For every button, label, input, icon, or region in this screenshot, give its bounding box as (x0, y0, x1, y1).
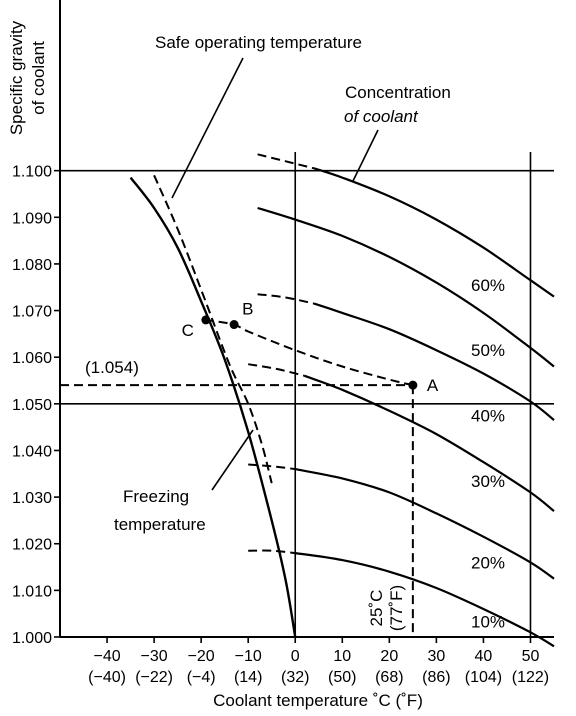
x-tick-label-fahrenheit: (86) (422, 669, 450, 686)
y-tick-label: 1.070 (12, 304, 52, 321)
temp-77f-annotation: (77˚F) (387, 585, 406, 631)
concentration-curve (313, 302, 555, 421)
concentration-label: 20% (471, 553, 505, 572)
x-tick-label-fahrenheit: (−22) (135, 669, 173, 686)
y-tick-label: 1.010 (12, 583, 52, 600)
chart-marks (60, 315, 418, 637)
y-tick-label: 1.080 (12, 257, 52, 274)
freezing-temperature-curve (129, 176, 297, 638)
concentration-curve-dashed (257, 153, 315, 170)
x-tick-label-fahrenheit: (50) (328, 669, 356, 686)
y-tick-label: 1.100 (12, 164, 52, 181)
concentration-curve (304, 374, 555, 512)
y-tick-label: 1.000 (12, 630, 52, 647)
concentration-label: 40% (471, 406, 505, 425)
x-tick-label-celsius: 50 (522, 648, 540, 665)
freezing-leader (211, 429, 254, 491)
x-tick-label-fahrenheit: (104) (465, 669, 502, 686)
point-a (408, 380, 418, 390)
y-tick-label: 1.020 (12, 537, 52, 554)
concentration-curve-dashed (257, 293, 315, 305)
safe-temperature-leader (171, 57, 244, 199)
safe-temperature-annotation: Safe operating temperature (155, 33, 362, 52)
concentration-label: 10% (471, 613, 505, 632)
y-tick-label: 1.060 (12, 350, 52, 367)
concentration-label: 60% (471, 276, 505, 295)
x-tick-label-celsius: 10 (333, 648, 351, 665)
concentration-curve-dashed (248, 363, 305, 377)
concentration-curve-dashed (248, 549, 296, 555)
concentration-label: 30% (471, 472, 505, 491)
x-tick-label-fahrenheit: (32) (281, 669, 309, 686)
y-tick-label: 1.050 (12, 397, 52, 414)
x-tick-label-fahrenheit: (68) (375, 669, 403, 686)
point-c (201, 315, 211, 325)
concentration-curve-dashed (248, 463, 296, 471)
x-tick-label-fahrenheit: (14) (234, 669, 262, 686)
x-tick-label-fahrenheit: (−4) (187, 669, 216, 686)
concentration-curve (257, 206, 555, 368)
concentration-curve (294, 468, 555, 580)
concentration-label: 50% (471, 341, 505, 360)
point-label-b: B (242, 300, 253, 319)
chart-labels: Coolant temperature ˚C (˚F) Specific grav… (7, 20, 505, 710)
value-1054-annotation: (1.054) (85, 358, 139, 377)
chart-axes: 1.100 1.090 1.080 1.070 1.060 1.050 1.040 1.030… (12, 0, 554, 686)
x-tick-label-celsius: 0 (291, 648, 300, 665)
concentration-leader (352, 129, 379, 182)
x-tick-label-celsius: 20 (380, 648, 398, 665)
safe-operating-temperature-curve (153, 174, 273, 484)
x-tick-label-fahrenheit: (−40) (88, 669, 126, 686)
x-tick-label-celsius: 40 (475, 648, 493, 665)
concentration-curve (295, 552, 555, 648)
x-tick-label-celsius: 30 (427, 648, 445, 665)
point-b (229, 320, 239, 330)
point-label-c: C (182, 321, 194, 340)
y-axis-title-line1: Specific gravity (7, 20, 26, 135)
x-axis-title: Coolant temperature ˚C (˚F) (213, 691, 423, 710)
path-a-to-c (205, 318, 414, 387)
concentration-annotation-line1: Concentration (345, 83, 451, 102)
y-tick-label: 1.040 (12, 443, 52, 460)
chart-curves (129, 153, 555, 648)
x-tick-label-celsius: −40 (93, 648, 120, 665)
temp-25c-annotation: 25˚C (367, 590, 386, 627)
x-tick-label-fahrenheit: (122) (512, 669, 549, 686)
y-tick-label: 1.090 (12, 210, 52, 227)
x-tick-label-celsius: −10 (235, 648, 262, 665)
x-tick-label-celsius: −20 (188, 648, 215, 665)
freezing-annotation-line2: temperature (114, 515, 206, 534)
y-axis-title-line2: of coolant (29, 41, 48, 115)
freezing-annotation-line1: Freezing (123, 487, 189, 506)
concentration-curve (313, 167, 555, 298)
concentration-annotation-line2: of coolant (344, 107, 419, 126)
point-label-a: A (427, 376, 439, 395)
x-tick-label-celsius: −30 (141, 648, 168, 665)
y-tick-label: 1.030 (12, 490, 52, 507)
